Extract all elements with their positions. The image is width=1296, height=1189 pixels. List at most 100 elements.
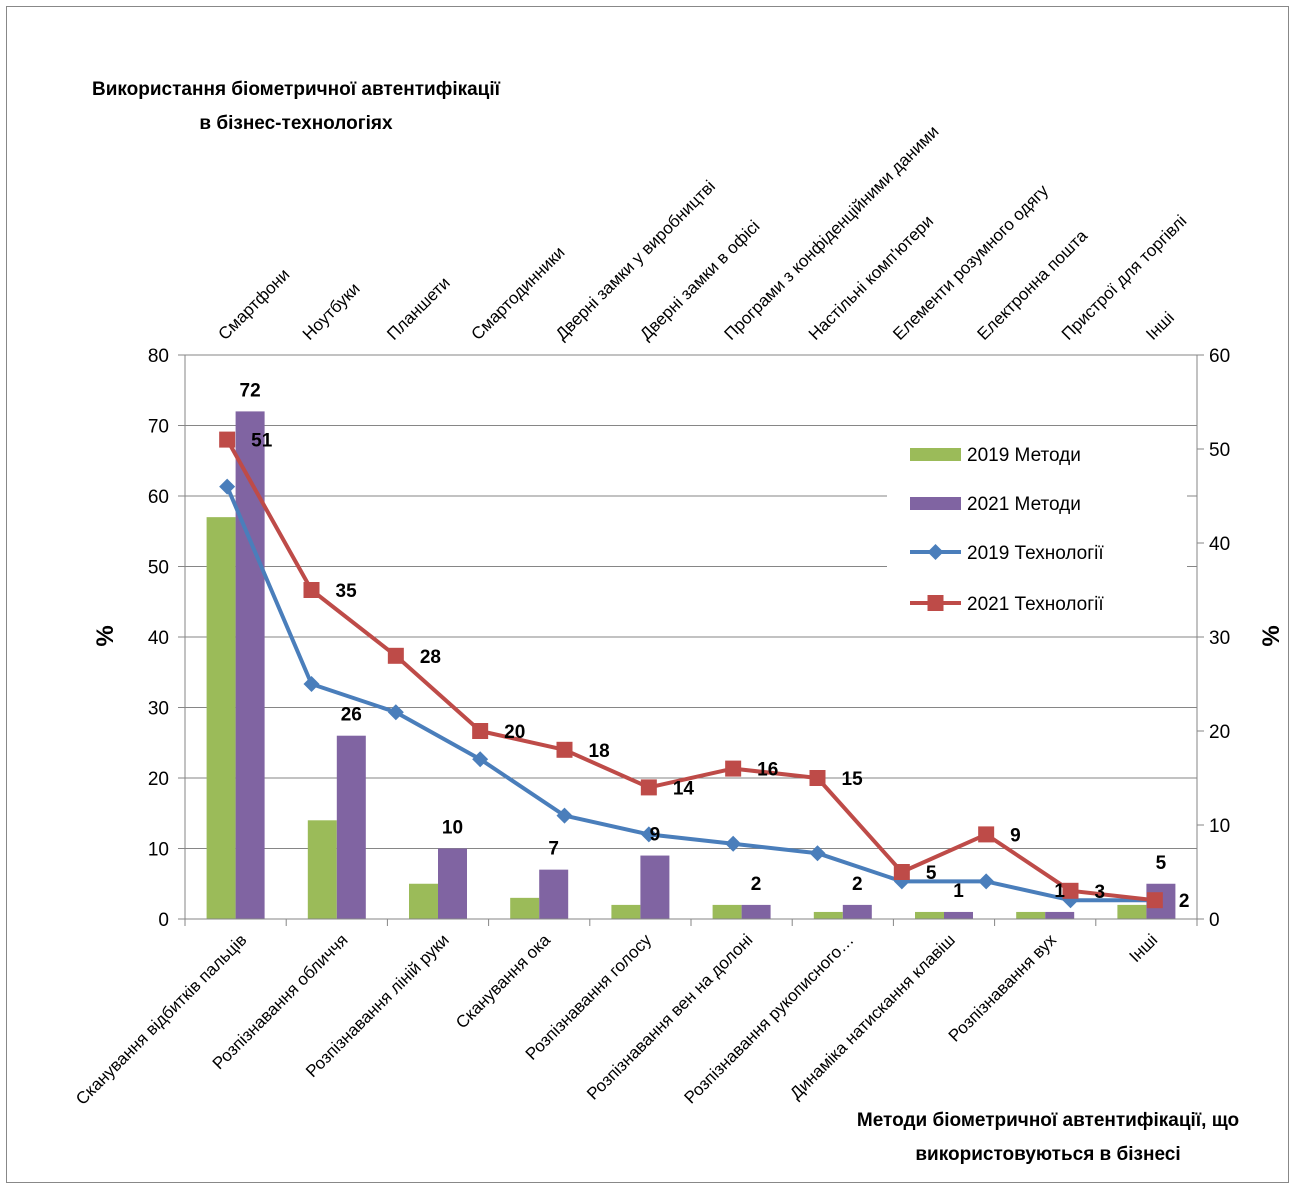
x-axis-title-line-1: Методи біометричної автентифікації, що <box>857 1110 1239 1131</box>
line-data-label: 35 <box>336 581 358 602</box>
marker-2021-tech <box>725 760 742 777</box>
bar-2021 <box>336 735 366 919</box>
lines <box>219 431 1163 909</box>
y-tick-label: 20 <box>148 769 169 790</box>
y-axis-title: % <box>92 625 119 646</box>
bar-2021 <box>1045 911 1075 919</box>
line-data-label: 51 <box>251 431 273 452</box>
marker-2019-tech <box>219 478 236 495</box>
marker-2019-tech <box>387 704 404 721</box>
legend-swatch-2019-methods <box>910 448 961 461</box>
y2-tick-label: 10 <box>1209 816 1230 837</box>
bar-data-label: 2 <box>852 874 863 895</box>
bar-2021 <box>944 911 973 919</box>
line-data-label: 2 <box>1179 891 1190 912</box>
marker-2021-tech <box>1146 892 1163 909</box>
bar-data-label: 7 <box>548 839 559 860</box>
bars <box>206 411 1176 919</box>
marker-2019-tech <box>725 835 742 852</box>
bar-2019 <box>1016 911 1046 919</box>
marker-2021-tech <box>472 723 489 739</box>
bar-2021 <box>741 904 771 919</box>
bar-2019 <box>915 911 944 919</box>
y2-axis-title: % <box>1258 625 1285 646</box>
bar-2019 <box>813 911 843 919</box>
marker-2019-tech <box>556 807 573 824</box>
legend-swatch-2021-methods <box>910 497 961 510</box>
marker-2019-tech <box>809 845 826 862</box>
bar-2019 <box>307 820 337 919</box>
bar-2019 <box>1117 904 1147 919</box>
marker-2021-tech <box>893 864 910 880</box>
bar-data-label: 9 <box>650 825 661 846</box>
bar-data-label: 26 <box>341 705 362 726</box>
chart-title-line-2: в бізнес-технологіях <box>199 113 393 134</box>
line-2021-tech <box>225 438 1156 903</box>
bar-data-label: 1 <box>1054 881 1065 902</box>
bar-data-label: 10 <box>442 818 463 839</box>
y2-tick-label: 40 <box>1209 534 1230 555</box>
line-data-label: 15 <box>842 769 864 790</box>
line-data-label: 16 <box>757 760 778 781</box>
marker-2021-tech <box>303 582 320 598</box>
marker-2019-tech <box>472 751 489 768</box>
y-tick-label: 30 <box>148 699 169 720</box>
y2-tick-label: 20 <box>1209 722 1230 743</box>
line-data-label: 5 <box>926 863 937 884</box>
legend-marker-2021-tech <box>927 595 944 611</box>
legend: 2019 Методи 2021 Методи 2019 Технології … <box>887 432 1187 622</box>
bar-data-label: 2 <box>751 874 762 895</box>
marker-2021-tech <box>556 741 573 758</box>
legend-label-2021-tech: 2021 Технології <box>967 594 1104 615</box>
marker-2021-tech <box>640 779 657 796</box>
marker-2021-tech <box>387 647 404 664</box>
bar-data-label: 1 <box>953 881 964 902</box>
y2-tick-label: 0 <box>1209 910 1220 931</box>
legend-label-2021-methods: 2021 Методи <box>967 494 1081 515</box>
marker-2021-tech <box>978 826 995 843</box>
line-data-label: 3 <box>1095 882 1106 903</box>
legend-background <box>887 432 1187 622</box>
y-tick-label: 80 <box>148 346 169 367</box>
marker-2019-tech <box>640 826 657 843</box>
legend-label-2019-methods: 2019 Методи <box>967 445 1081 466</box>
bar-2019 <box>206 517 236 919</box>
line-data-label: 9 <box>1010 825 1021 846</box>
bar-2019 <box>510 897 540 919</box>
bar-2021 <box>438 848 467 919</box>
bar-2019 <box>712 904 742 919</box>
marker-2021-tech <box>809 770 826 786</box>
y-tick-label: 60 <box>148 487 169 508</box>
bar-2021 <box>539 869 569 919</box>
y2-tick-label: 30 <box>1209 628 1230 649</box>
y-tick-label: 0 <box>158 910 169 931</box>
y2-tick-label: 50 <box>1209 440 1230 461</box>
marker-2021-tech <box>1062 882 1079 899</box>
line-data-label: 28 <box>420 647 441 668</box>
line-data-label: 14 <box>673 778 695 799</box>
marker-2019-tech <box>978 873 995 890</box>
line-data-label: 18 <box>589 741 610 762</box>
y-tick-label: 40 <box>148 628 169 649</box>
y-tick-label: 70 <box>148 417 169 438</box>
bar-2019 <box>611 904 641 919</box>
marker-2019-tech <box>303 676 320 692</box>
bar-2019 <box>409 883 438 919</box>
bar-data-label: 5 <box>1156 853 1167 874</box>
legend-label-2019-tech: 2019 Технології <box>967 543 1104 564</box>
legend-marker-2019-tech <box>927 544 944 560</box>
bar-data-label: 72 <box>240 380 261 401</box>
y-tick-label: 50 <box>148 558 169 579</box>
line-2019-tech <box>225 485 1155 903</box>
bar-2021 <box>842 904 872 919</box>
x-axis-title-line-2: використовуються в бізнесі <box>915 1144 1180 1165</box>
chart-title-line-1: Використання біометричної автентифікації <box>92 79 501 100</box>
y-tick-label: 10 <box>148 840 169 861</box>
axes: 0 10 20 30 40 50 60 70 80 0 10 20 30 40 50 60 <box>148 346 1230 931</box>
marker-2021-tech <box>219 431 236 448</box>
y2-tick-label: 60 <box>1209 346 1230 367</box>
bar-2021 <box>235 411 265 919</box>
